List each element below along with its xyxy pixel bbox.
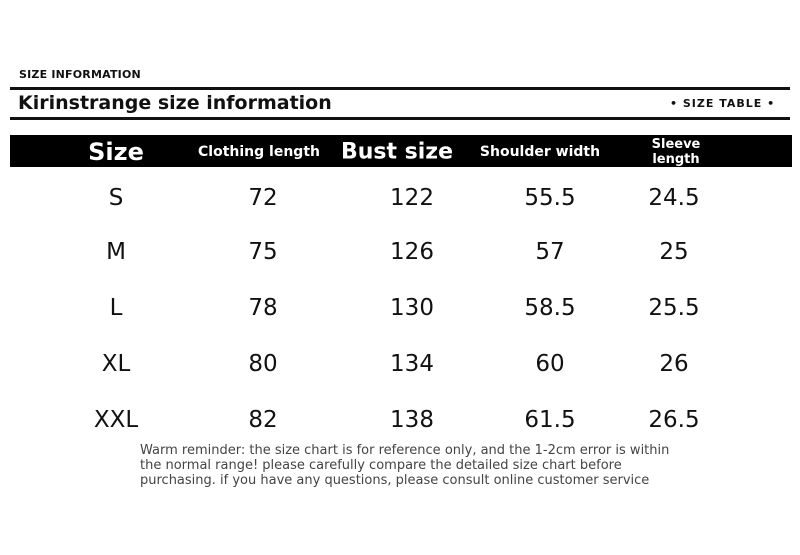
page-title: Kirinstrange size information (18, 92, 332, 114)
table-cell: 75 (248, 239, 278, 265)
table-cell: L (109, 295, 123, 321)
table-cell: 26.5 (648, 407, 700, 433)
tag: • SIZE TABLE • (670, 97, 776, 110)
note-line: Warm reminder: the size chart is for ref… (140, 443, 670, 458)
table-cell: 61.5 (524, 407, 576, 433)
table-cell: 134 (390, 351, 434, 377)
table-cell: 130 (390, 295, 434, 321)
table-cell: 122 (390, 185, 434, 211)
table-cell: 126 (390, 239, 434, 265)
table-cell: 78 (248, 295, 278, 321)
table-cell: 57 (535, 239, 565, 265)
table-cell: 25 (659, 239, 689, 265)
table-cell: 60 (535, 351, 565, 377)
section-label: SIZE INFORMATION (19, 68, 141, 81)
table-cell: 72 (248, 185, 278, 211)
column-header: Size (88, 138, 144, 166)
table-header (10, 135, 792, 167)
table-cell: 24.5 (648, 185, 700, 211)
table-cell: M (106, 239, 126, 265)
table-cell: 80 (248, 351, 278, 377)
table-cell: XL (101, 351, 131, 377)
table-cell: 138 (390, 407, 434, 433)
table-cell: 26 (659, 351, 689, 377)
rule (10, 117, 790, 120)
rule (10, 87, 790, 90)
note-line: purchasing. if you have any questions, p… (140, 473, 650, 488)
table-cell: 82 (248, 407, 278, 433)
column-header: Sleeve length (651, 137, 701, 167)
column-header: Shoulder width (479, 144, 601, 160)
table-cell: XXL (93, 407, 139, 433)
column-header: Clothing length (198, 144, 320, 160)
table-cell: 55.5 (524, 185, 576, 211)
column-header: Bust size (340, 139, 454, 165)
note-line: the normal range! please carefully compa… (140, 458, 622, 473)
table-cell: 58.5 (524, 295, 576, 321)
table-cell: S (108, 185, 124, 211)
table-cell: 25.5 (648, 295, 700, 321)
